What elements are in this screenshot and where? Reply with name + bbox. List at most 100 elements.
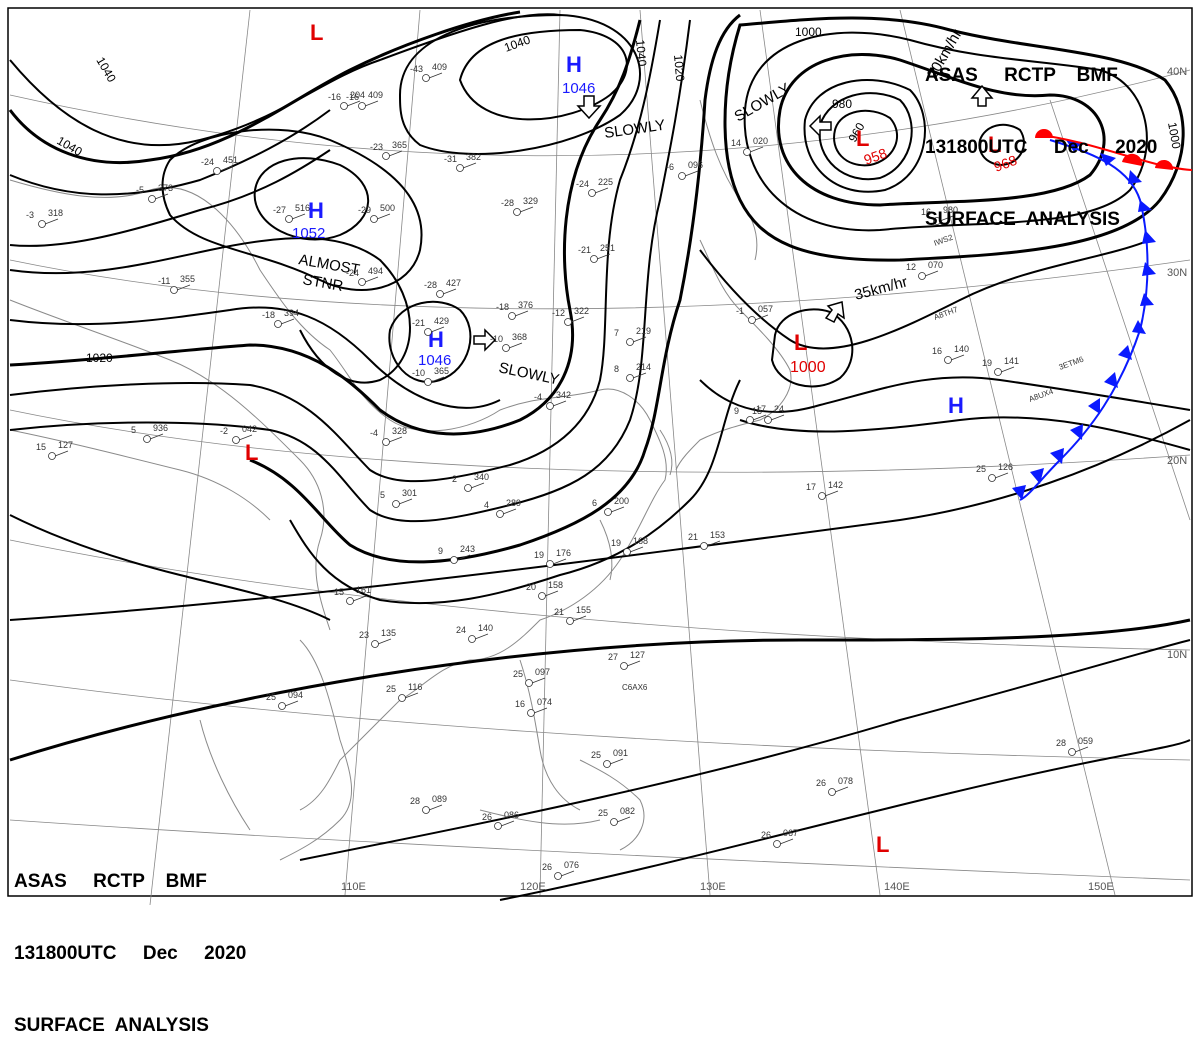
station-circle-icon (468, 635, 476, 643)
station-circle-icon (274, 320, 282, 328)
wind-barb-icon (560, 870, 575, 877)
station-plot: -1 057 (736, 304, 773, 324)
pressure-centers: H 1046 H 1052 H 1046 H L 958 L 968 L 100… (245, 20, 1019, 857)
station-circle-icon (382, 438, 390, 446)
station-temperature: -18 (262, 310, 275, 320)
station-circle-icon (422, 806, 430, 814)
wind-barb-icon (514, 310, 529, 317)
station-pressure: 301 (402, 488, 417, 498)
station-pressure: 155 (576, 605, 591, 615)
station-circle-icon (464, 484, 472, 492)
chart-header-top-right: ASAS RCTP BMF 131800UTC Dec 2020 SURFACE… (925, 16, 1157, 256)
high-symbol-upper: H (566, 52, 582, 77)
station-temperature: -6 (666, 162, 674, 172)
station-pressure: 070 (928, 260, 943, 270)
station-plot: 4 289 (484, 498, 521, 518)
station-plot: -6 096 (666, 160, 703, 180)
station-temperature: -12 (552, 308, 565, 318)
station-circle-icon (588, 189, 596, 197)
wind-barb-icon (779, 838, 794, 845)
station-circle-icon (620, 662, 628, 670)
station-plot: 19 176 (534, 548, 571, 568)
wind-barb-icon (610, 506, 625, 513)
station-plot: -12 322 (552, 306, 589, 326)
station-temperature: 15 (36, 442, 46, 452)
wind-barb-icon (632, 336, 647, 343)
station-plot: -43 409 (410, 62, 447, 82)
station-pressure: 427 (446, 278, 461, 288)
station-plot: 19 168 (611, 536, 648, 556)
low-value-1000: 1000 (790, 359, 826, 376)
wind-barb-icon (44, 218, 59, 225)
station-plot: -24 451 (201, 155, 238, 175)
station-pressure: 142 (828, 480, 843, 490)
station-pressure: 409 (432, 62, 447, 72)
station-pressure: 116 (408, 682, 422, 692)
station-temperature: -28 (501, 198, 514, 208)
wind-barb-icon (632, 372, 647, 379)
station-pressure: 078 (838, 776, 853, 786)
station-temperature: 26 (542, 862, 552, 872)
wind-barb-icon (706, 540, 721, 547)
low-value-958: 958 (862, 145, 890, 168)
wind-barb-icon (572, 615, 587, 622)
chart-header-bottom-left: ASAS RCTP BMF 131800UTC Dec 2020 SURFACE… (14, 822, 246, 1062)
station-temperature: 9 (438, 546, 443, 556)
wind-barb-icon (531, 677, 546, 684)
wind-barb-icon (352, 595, 367, 602)
wind-barb-icon (376, 213, 391, 220)
header-line-1: ASAS RCTP BMF (925, 65, 1118, 86)
station-pressure: 127 (630, 650, 645, 660)
station-circle-icon (496, 510, 504, 518)
station-circle-icon (566, 617, 574, 625)
station-circle-icon (285, 215, 293, 223)
station-circle-icon (392, 500, 400, 508)
wind-barb-icon (398, 498, 413, 505)
isobars (8, 10, 1191, 901)
wind-barb-icon (924, 270, 939, 277)
motion-label-stnr: STNR (301, 271, 344, 295)
wind-barb-icon (834, 786, 849, 793)
station-circle-icon (278, 702, 286, 710)
station-plot: 26 078 (816, 776, 853, 796)
high-symbol-pacific: H (948, 393, 964, 418)
station-pressure: 161 (356, 585, 371, 595)
station-plot: -28 427 (424, 278, 461, 298)
station-pressure: 251 (600, 243, 615, 253)
station-circle-icon (604, 508, 612, 516)
station-pressure: 153 (710, 530, 725, 540)
station-temperature: -21 (412, 318, 425, 328)
station-circle-icon (424, 378, 432, 386)
wind-barb-icon (462, 162, 477, 169)
station-plot: -16 409 (346, 90, 383, 110)
station-plot: -4 328 (370, 426, 407, 446)
station-temperature: 6 (592, 498, 597, 508)
station-temperature: 24 (456, 625, 466, 635)
wind-barb-icon (629, 546, 644, 553)
low-symbol-top: L (310, 20, 323, 45)
station-plot: 25 091 (591, 748, 628, 768)
station-pressure: 067 (783, 828, 798, 838)
station-pressure: 368 (512, 332, 527, 342)
station-circle-icon (48, 452, 56, 460)
station-circle-icon (398, 694, 406, 702)
wind-barb-icon (442, 288, 457, 295)
station-pressure: 094 (288, 690, 303, 700)
station-plot: -21 429 (412, 316, 449, 336)
station-plot: -21 251 (578, 243, 615, 263)
station-temperature: -24 (346, 268, 359, 278)
station-circle-icon (502, 344, 510, 352)
station-temperature: 26 (816, 778, 826, 788)
station-pressure: 168 (633, 536, 648, 546)
wind-barb-icon (364, 100, 379, 107)
station-plot: 19 141 (982, 356, 1019, 376)
station-circle-icon (436, 290, 444, 298)
station-circle-icon (626, 374, 634, 382)
station-plot: 28 089 (410, 794, 447, 814)
station-plot: 7 219 (614, 326, 651, 346)
wind-barb-icon (552, 400, 567, 407)
station-pressure: 219 (636, 326, 651, 336)
station-temperature: -24 (201, 157, 214, 167)
station-plot: 12 070 (906, 260, 943, 280)
graticule (9, 9, 1191, 906)
